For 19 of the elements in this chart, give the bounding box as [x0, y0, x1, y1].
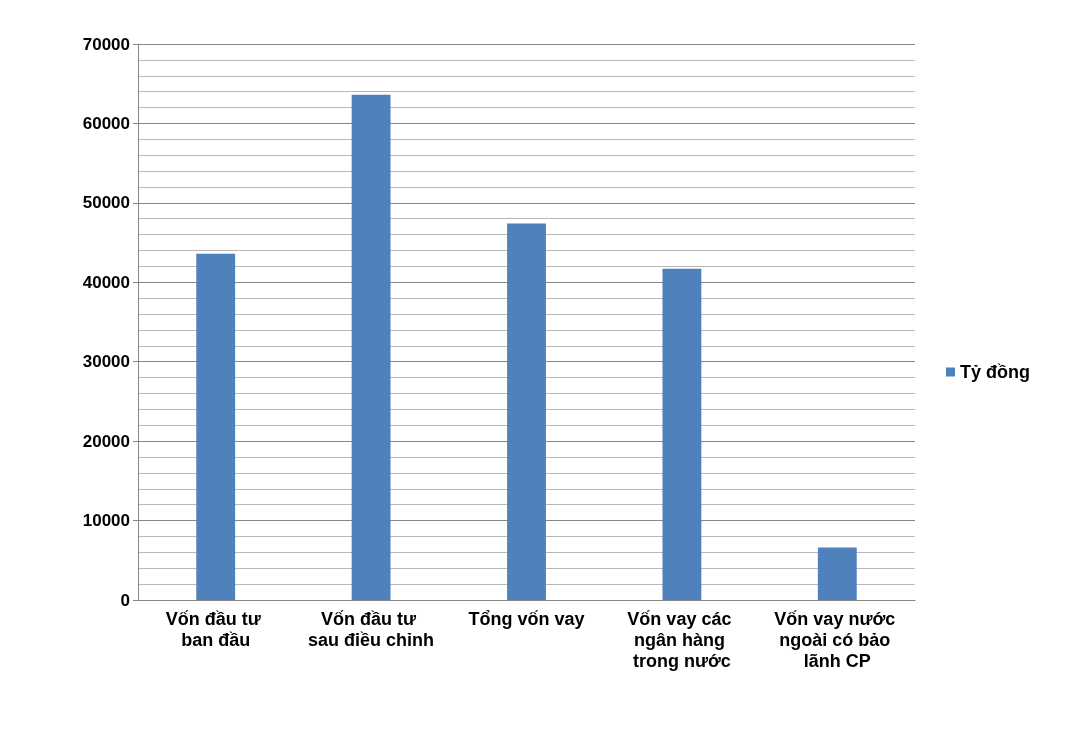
x-tick-label: Vốn đầu tư ban đầu: [165, 608, 266, 650]
bar: [351, 94, 391, 600]
legend-label: Tỷ đồng: [960, 362, 1031, 382]
y-tick-label: 50000: [82, 193, 130, 213]
bar: [662, 268, 702, 600]
bar: [196, 253, 236, 600]
bar: [817, 547, 857, 600]
y-tick-label: 70000: [82, 34, 130, 54]
bar: [507, 223, 546, 600]
y-tick-label: 40000: [82, 272, 130, 292]
y-tick-label: 60000: [82, 113, 130, 133]
x-tick-label: Vốn đầu tư sau điều chỉnh: [308, 608, 435, 650]
y-tick-label: 30000: [82, 352, 130, 372]
y-tick-label: 10000: [82, 511, 130, 531]
x-tick-label: Vốn vay các ngân hàng trong nước: [627, 608, 737, 671]
y-tick-label: 0: [120, 590, 130, 610]
y-tick-label: 20000: [82, 431, 130, 451]
x-tick-label: Vốn vay nước ngoài có bảo lãnh CP: [774, 608, 901, 671]
x-tick-label: Tổng vốn vay: [468, 608, 585, 629]
